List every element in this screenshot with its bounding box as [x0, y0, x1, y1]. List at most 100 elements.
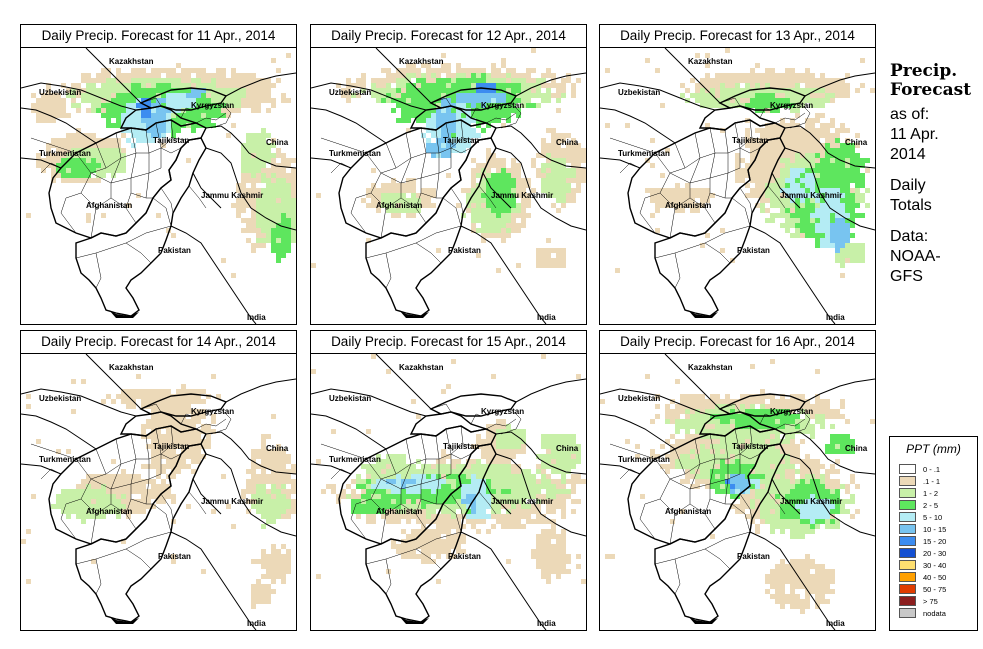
precip-cell [466, 83, 471, 88]
precip-cell [386, 499, 391, 504]
precip-map[interactable]: Kazakhstan Uzbekistan Kyrgyzstan Tajikistan… [20, 353, 297, 631]
precip-cell [820, 464, 825, 469]
precip-cell [476, 208, 481, 213]
precip-cell [481, 88, 486, 93]
precip-cell [695, 88, 700, 93]
precip-cell [840, 439, 845, 444]
precip-cell [146, 499, 151, 504]
precip-cell [725, 409, 730, 414]
precip-cell [695, 98, 700, 103]
precip-cell [91, 88, 96, 93]
precip-map[interactable]: Kazakhstan Uzbekistan Kyrgyzstan Tajikistan… [310, 47, 587, 325]
precip-cell [501, 494, 506, 499]
precip-cell [441, 128, 446, 133]
precip-cell [496, 519, 501, 524]
precip-cell [496, 183, 501, 188]
province-line [95, 252, 102, 289]
precip-cell [755, 158, 760, 163]
precip-cell [281, 213, 286, 218]
precip-cell [366, 494, 371, 499]
precip-cell [571, 88, 576, 93]
precip-cell [501, 58, 506, 63]
precip-cell [825, 128, 830, 133]
precip-cell [281, 218, 286, 223]
precip-cell [715, 83, 720, 88]
province-line [385, 252, 392, 289]
precip-cell [266, 564, 271, 569]
precip-map[interactable]: Kazakhstan Uzbekistan Kyrgyzstan Tajikistan… [20, 47, 297, 325]
precip-cell [51, 173, 56, 178]
province-line [450, 147, 472, 154]
precip-cell [775, 98, 780, 103]
precip-cell [241, 218, 246, 223]
precip-cell [705, 93, 710, 98]
precip-cell [421, 63, 426, 68]
precip-cell [161, 88, 166, 93]
precip-cell [551, 529, 556, 534]
precip-cell [241, 73, 246, 78]
precip-cell [196, 113, 201, 118]
precip-cell [740, 98, 745, 103]
precip-cell [131, 68, 136, 73]
precip-cells [21, 374, 296, 609]
precip-cell [680, 404, 685, 409]
precip-cell [286, 479, 291, 484]
precip-cell [835, 253, 840, 258]
precip-cell [256, 484, 261, 489]
precip-cell [780, 399, 785, 404]
precip-cell [226, 78, 231, 83]
precip-cell [111, 123, 116, 128]
precip-cell [840, 213, 845, 218]
country-outline [698, 105, 778, 131]
province-line [130, 153, 150, 179]
precip-cell [466, 203, 471, 208]
precip-cell [411, 534, 416, 539]
precip-cell [770, 103, 775, 108]
precip-cell [161, 78, 166, 83]
precip-cell [96, 108, 101, 113]
precip-map[interactable]: Kazakhstan Uzbekistan Kyrgyzstan Tajikistan… [310, 353, 587, 631]
precip-cell [770, 499, 775, 504]
precip-cell [481, 489, 486, 494]
precip-cell [655, 394, 660, 399]
precip-cell [286, 554, 291, 559]
precip-cell [421, 474, 426, 479]
precip-cell [236, 208, 241, 213]
precip-cell [501, 173, 506, 178]
precip-cell [750, 138, 755, 143]
precip-cell [151, 68, 156, 73]
precip-cell [446, 529, 451, 534]
precip-map[interactable]: Kazakhstan Uzbekistan Kyrgyzstan Tajikistan… [599, 353, 876, 631]
border-line [804, 72, 875, 97]
precip-cell [496, 454, 501, 459]
precip-cell [361, 83, 366, 88]
precip-cell [101, 158, 106, 163]
precip-cell [351, 499, 356, 504]
precip-cell [780, 529, 785, 534]
precip-map[interactable]: Kazakhstan Uzbekistan Kyrgyzstan Tajikistan… [599, 47, 876, 325]
precip-cell [690, 188, 695, 193]
precip-cell [66, 138, 71, 143]
precip-cell [421, 193, 426, 198]
precip-cell [695, 434, 700, 439]
precip-cell [795, 183, 800, 188]
precip-cell [191, 409, 196, 414]
border-line [205, 147, 296, 231]
precip-cell [266, 198, 271, 203]
precip-cell [740, 499, 745, 504]
precip-cell [546, 494, 551, 499]
precip-cell [810, 148, 815, 153]
precip-cell [810, 153, 815, 158]
precip-cell [521, 78, 526, 83]
precip-cell [780, 163, 785, 168]
precip-cell [86, 93, 91, 98]
precip-cell [471, 228, 476, 233]
precip-cell [411, 178, 416, 183]
precip-cell [566, 554, 571, 559]
precip-cell [186, 399, 191, 404]
precip-cell [571, 173, 576, 178]
precip-cell [266, 193, 271, 198]
precip-cell [451, 554, 456, 559]
precip-cell [830, 203, 835, 208]
precip-cell [780, 198, 785, 203]
